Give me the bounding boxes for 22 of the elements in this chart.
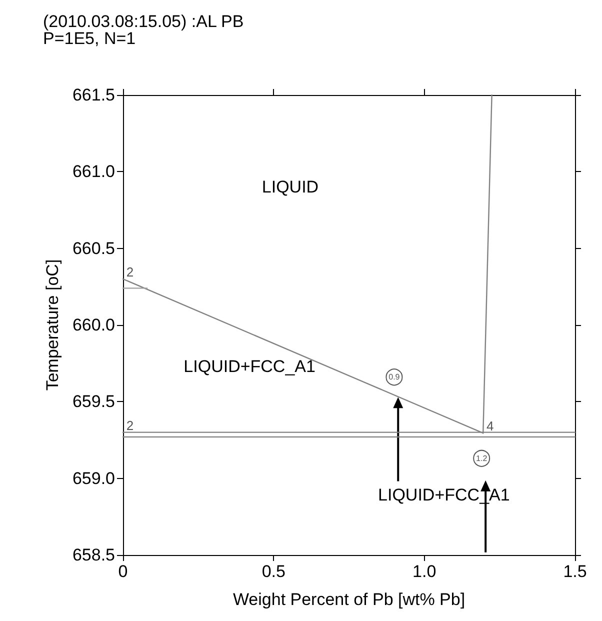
- y-tick-label: 658.5: [72, 546, 115, 564]
- annotation: 0.9: [388, 372, 400, 382]
- chart-title: (2010.03.08:15.05) :AL PB: [43, 12, 244, 31]
- y-tick-label: 660.5: [72, 238, 115, 258]
- y-tick-label: 659.5: [72, 392, 115, 412]
- annotation: 2: [126, 264, 134, 280]
- x-tick-label: 0: [118, 562, 128, 581]
- y-tick-label: 661.0: [72, 162, 115, 182]
- y-tick-label: 660.0: [72, 316, 115, 334]
- x-tick-label: 1.0: [412, 562, 436, 581]
- annotation: 4: [486, 418, 494, 434]
- x-axis-title: Weight Percent of Pb [wt% Pb]: [232, 590, 466, 609]
- y-axis-title: Temperature [oC]: [43, 259, 62, 391]
- annotation: 2: [126, 418, 134, 433]
- y-tick-label: 661.5: [72, 86, 115, 104]
- annotation: LIQUID: [262, 178, 319, 196]
- annotation: LIQUID+FCC_A1: [184, 356, 316, 376]
- annotation: 1.2: [476, 454, 488, 463]
- y-tick-label: 659.0: [72, 468, 115, 488]
- chart-subtitle: P=1E5, N=1: [43, 29, 136, 48]
- x-tick-label: 0.5: [262, 562, 286, 581]
- x-tick-label: 1.5: [563, 562, 587, 581]
